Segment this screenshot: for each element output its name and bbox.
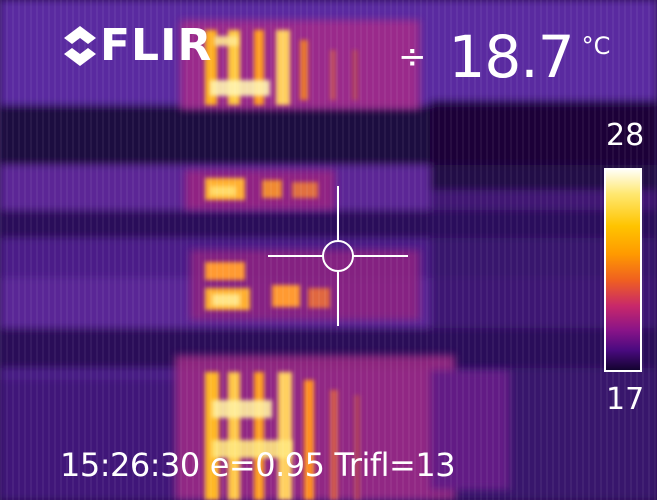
spot-meter-icon: ÷ — [398, 37, 427, 77]
scale-min-label: 17 — [606, 382, 645, 417]
crosshair-reticle-icon — [268, 186, 408, 326]
capture-time: 15:26:30 — [60, 446, 200, 484]
spot-temperature-readout: ÷ 18.7 °C — [398, 28, 610, 86]
emissivity-value: e=0.95 — [209, 446, 325, 484]
status-bar: 15:26:30 e=0.95 Trifl=13 — [60, 446, 465, 484]
reflected-temperature-value: Trifl=13 — [334, 446, 456, 484]
temperature-unit: °C — [581, 32, 611, 60]
brand-logo: FLIR — [60, 24, 212, 68]
temperature-color-scale — [604, 168, 642, 372]
spot-temperature-value: 18.7 — [448, 23, 575, 91]
brand-name: FLIR — [100, 20, 213, 71]
flir-logo-icon — [64, 26, 96, 66]
scale-max-label: 28 — [606, 118, 645, 153]
